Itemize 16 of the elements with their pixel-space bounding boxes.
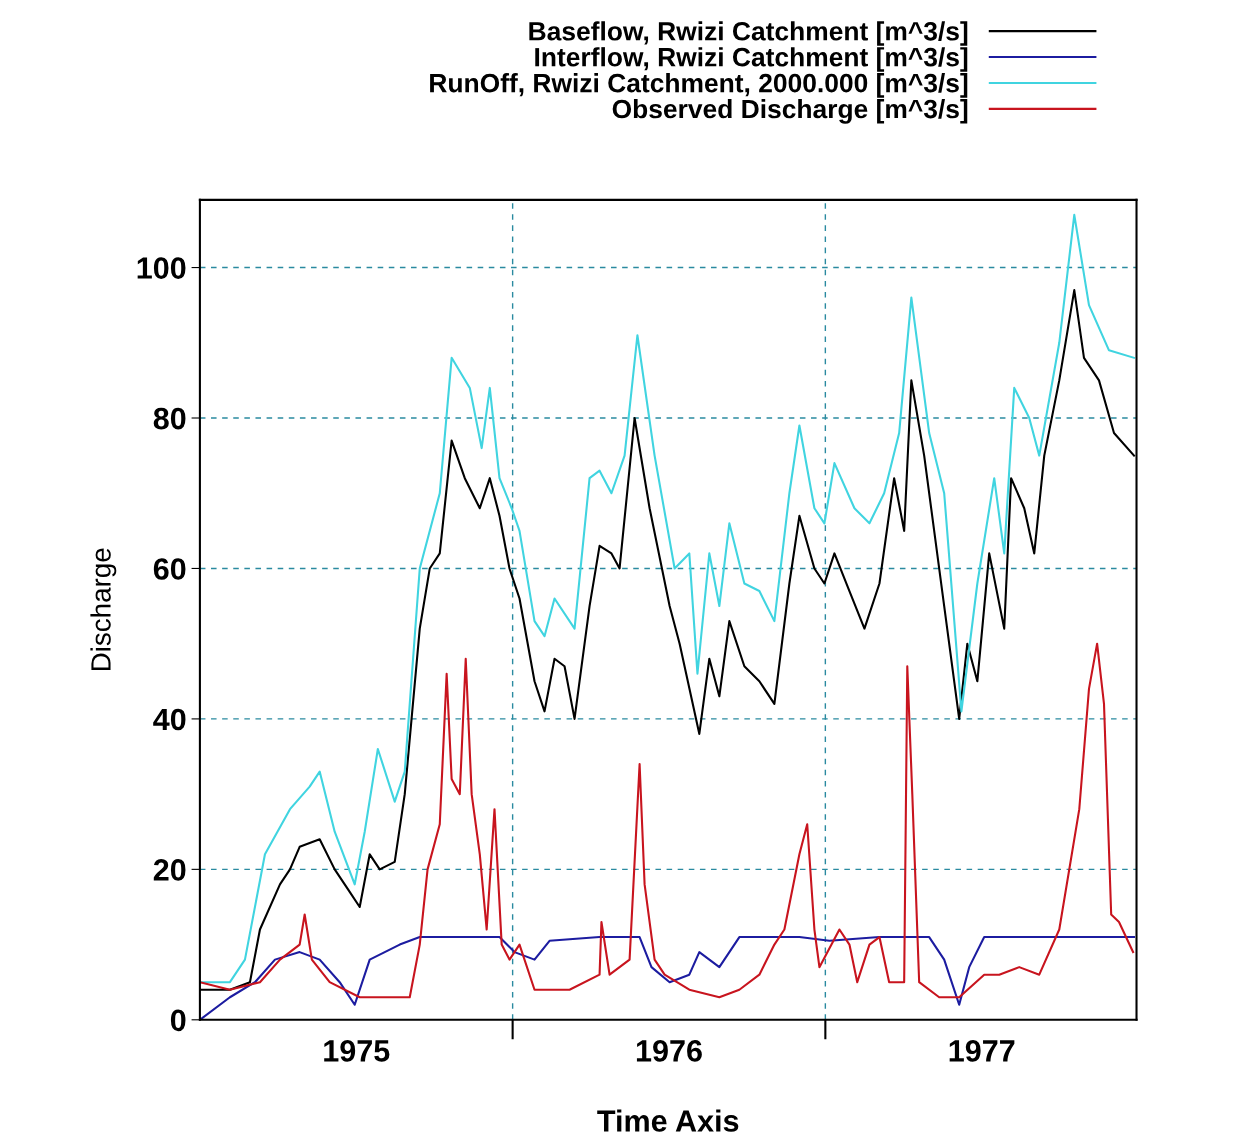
x-tick-label: 1976	[636, 1040, 702, 1062]
y-tick-label: 40	[153, 708, 186, 731]
legend-label: Baseflow, Rwizi Catchment [m^3/s]	[529, 21, 968, 46]
line-series	[199, 642, 1135, 999]
y-tick-label: 100	[137, 257, 186, 279]
x-tick-label: 1977	[949, 1040, 1015, 1062]
x-tick-label: 1975	[324, 1040, 390, 1062]
legend-label: Observed Discharge [m^3/s]	[612, 98, 968, 124]
y-tick-label: 60	[153, 558, 186, 580]
y-tick-label: 80	[153, 407, 186, 430]
legend-label: RunOff, Rwizi Catchment, 2000.000 [m^3/s]	[430, 73, 968, 98]
x-axis-title: Time Axis	[597, 1109, 739, 1132]
y-tick-label: 20	[153, 859, 186, 881]
y-axis-title: Discharge	[90, 548, 117, 671]
legend-label: Interflow, Rwizi Catchment [m^3/s]	[535, 47, 968, 72]
y-tick-label: 0	[170, 1009, 186, 1032]
